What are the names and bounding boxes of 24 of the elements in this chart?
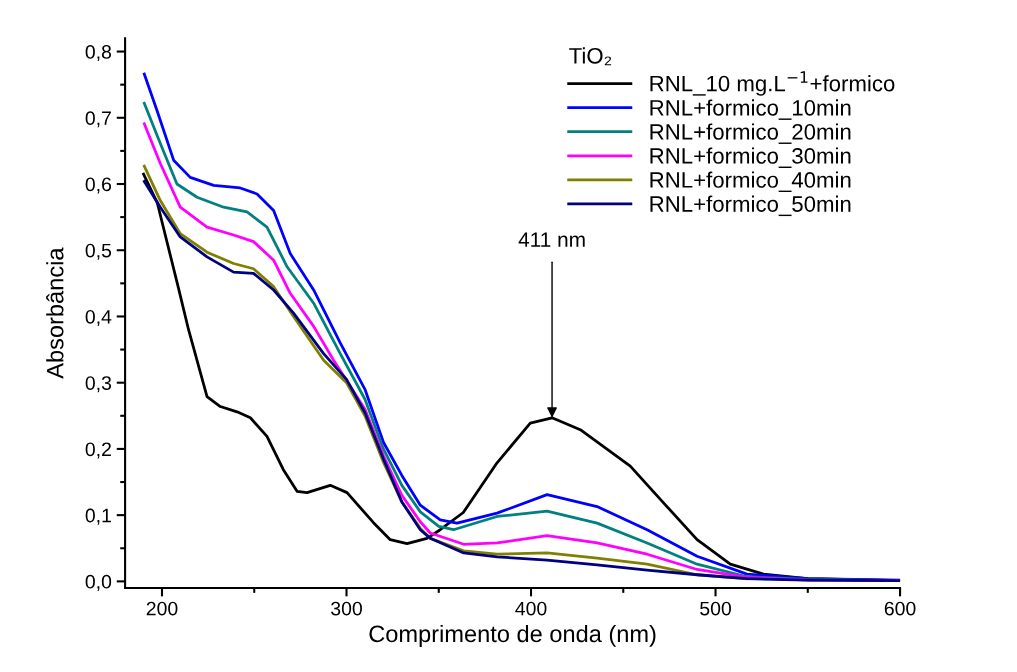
legend-label: RNL+formico_50min xyxy=(650,195,851,217)
y-tick-label: 0,3 xyxy=(85,376,112,393)
legend-label: RNL+formico_40min xyxy=(650,171,851,193)
y-tick-label: 0,1 xyxy=(85,508,111,525)
x-tick-label: 400 xyxy=(515,601,547,616)
legend-label: RNL+formico_20min xyxy=(650,123,851,144)
annotation: 411 nm xyxy=(518,232,585,247)
legend-label: RNL+formico_10min xyxy=(650,99,851,120)
legend-label: RNL_10 mg.L$^{−1}$+formico xyxy=(650,71,895,96)
y-tick-label: 0,6 xyxy=(85,177,112,194)
y-tick-label: 0,2 xyxy=(85,442,111,459)
y-tick-label: 0,4 xyxy=(85,309,112,326)
x-tick-label: 300 xyxy=(331,601,362,616)
x-tick-label: 200 xyxy=(146,601,178,616)
y-tick-label: 0,8 xyxy=(85,45,112,62)
y-tick-label: 0,0 xyxy=(85,574,112,591)
x-axis-title: Comprimento de onda (nm) xyxy=(369,624,656,647)
y-tick-label: 0,5 xyxy=(85,243,112,260)
x-tick-label: 500 xyxy=(700,601,731,616)
legend-label: RNL+formico_30min xyxy=(650,147,851,168)
y-axis-title: Absorbância xyxy=(46,247,64,379)
x-tick-label: 600 xyxy=(884,601,916,616)
y-tick-label: 0,7 xyxy=(85,111,111,128)
legend-title: TiO₂ xyxy=(569,47,612,66)
